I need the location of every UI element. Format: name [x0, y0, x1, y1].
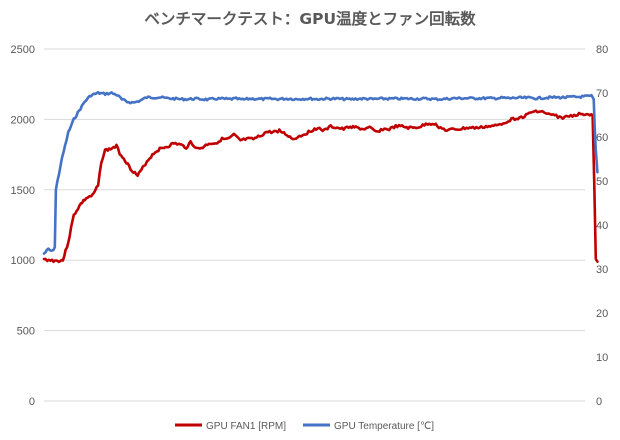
y-right-tick-label: 80 — [596, 44, 608, 56]
legend-item-gpu-fan: GPU FAN1 [RPM] — [175, 421, 286, 432]
gridlines — [44, 48, 585, 402]
y-right-tick-label: 0 — [596, 396, 602, 408]
chart-title: ベンチマークテスト：GPU温度とファン回転数 — [144, 9, 476, 28]
y-right-tick-label: 50 — [596, 176, 608, 188]
series-line-gpu-temperature — [42, 90, 599, 255]
y-right-tick-label: 70 — [596, 88, 608, 100]
legend: GPU FAN1 [RPM] GPU Temperature [℃] — [175, 421, 434, 432]
series-lines — [42, 90, 599, 264]
series-line-gpu-fan — [42, 109, 599, 264]
y-left-tick-label: 1500 — [11, 185, 35, 197]
y-right-tick-label: 60 — [596, 132, 608, 144]
legend-label: GPU Temperature [℃] — [334, 421, 434, 432]
legend-label: GPU FAN1 [RPM] — [206, 421, 286, 432]
y-left-tick-label: 500 — [17, 326, 35, 338]
y-right-tick-label: 20 — [596, 308, 608, 320]
y-left-tick-label: 0 — [29, 396, 35, 408]
y-axis-right: 0 10 20 30 40 50 60 70 80 — [596, 44, 608, 408]
y-left-tick-label: 2000 — [11, 114, 35, 126]
y-left-tick-label: 1000 — [11, 255, 35, 267]
y-right-tick-label: 40 — [596, 220, 608, 232]
legend-item-gpu-temperature: GPU Temperature [℃] — [303, 421, 434, 432]
y-right-tick-label: 30 — [596, 264, 608, 276]
y-right-tick-label: 10 — [596, 352, 608, 364]
y-axis-left: 0 500 1000 1500 2000 2500 — [11, 44, 35, 408]
y-left-tick-label: 2500 — [11, 44, 35, 56]
